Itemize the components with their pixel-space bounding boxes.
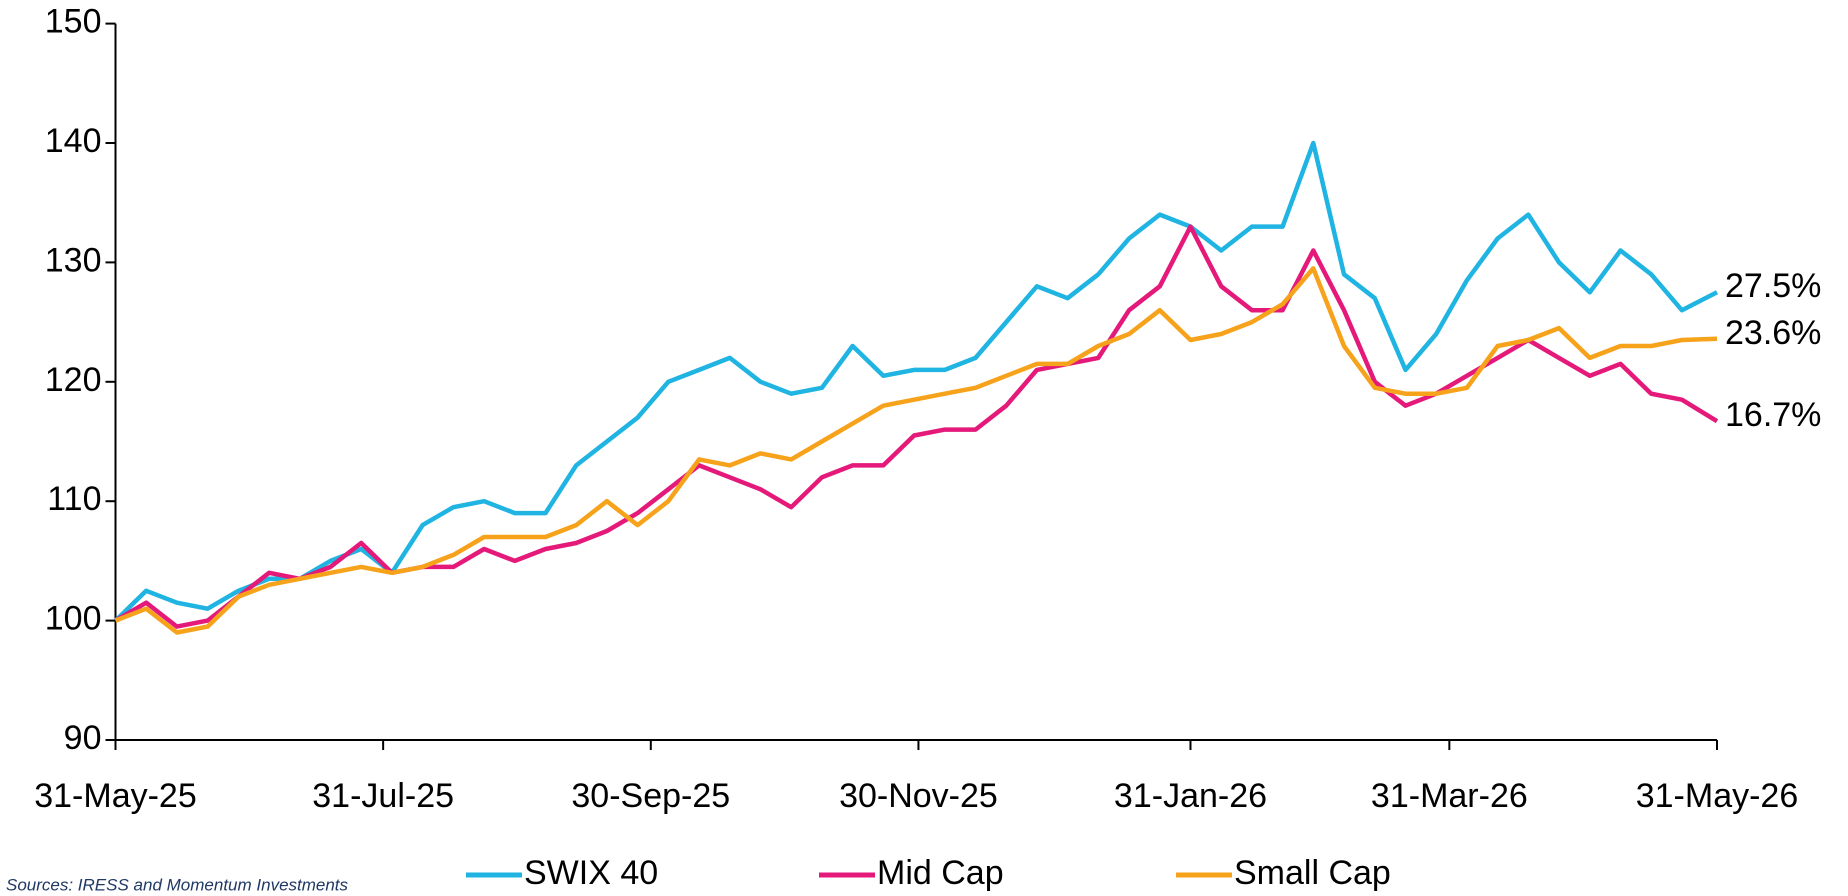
legend-label: Mid Cap [877,854,1004,892]
y-tick-label: 120 [45,361,102,399]
end-label: 23.6% [1725,314,1821,352]
x-tick-label: 31-Jan-26 [1114,777,1267,815]
x-tick-label: 30-Nov-25 [839,777,998,815]
legend-label: Small Cap [1234,854,1391,892]
x-tick-label: 31-Jul-25 [312,777,454,815]
x-tick-label: 30-Sep-25 [571,777,730,815]
y-tick-label: 110 [47,480,101,518]
series-line [114,224,1719,629]
x-tick-label: 31-Mar-26 [1371,777,1528,815]
end-label: 16.7% [1725,396,1821,434]
y-tick-label: 140 [45,122,102,160]
x-tick-label: 31-May-26 [1636,777,1799,815]
legend-label: SWIX 40 [524,854,658,892]
y-tick-label: 90 [64,719,102,757]
y-tick-label: 150 [45,3,102,41]
series-line [114,266,1718,635]
end-label: 27.5% [1725,267,1821,305]
x-tick-label: 31-May-25 [34,777,197,815]
y-tick-label: 100 [45,600,102,638]
y-tick-label: 130 [45,241,102,279]
source-note: Sources: IRESS and Momentum Investments [6,875,349,894]
